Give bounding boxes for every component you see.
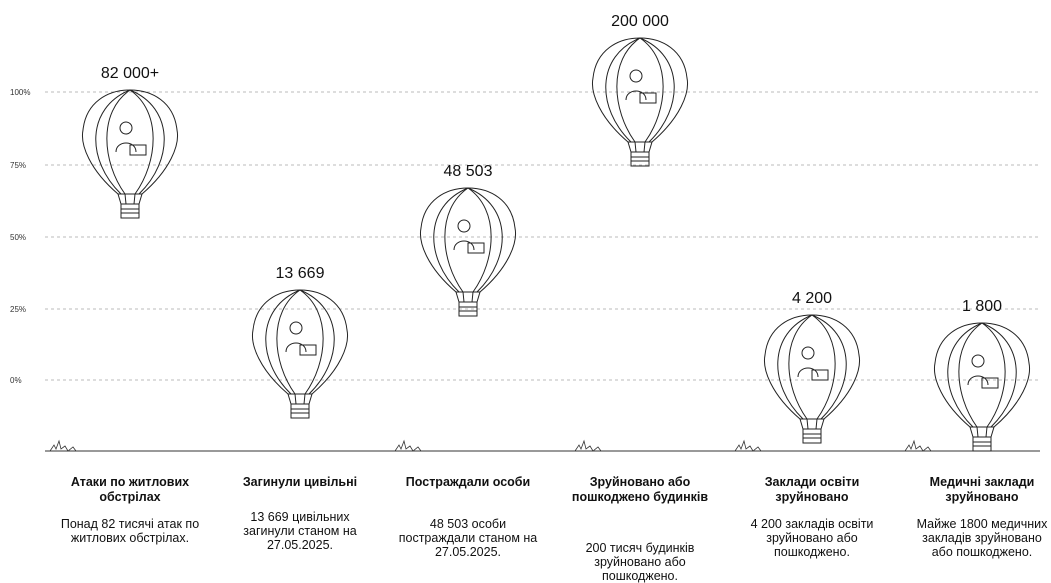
balloon [82,90,177,218]
ropes [118,194,142,204]
item-description: Понад 82 тисячі атак по житлових обстріл… [60,517,200,545]
value-label: 4 200 [792,290,832,307]
item-title: Зруйновано або пошкоджено будинків [565,475,715,505]
basket-lines [291,409,309,413]
icon [120,122,132,134]
gore [789,315,835,419]
gore [445,188,491,292]
balloon [592,38,687,166]
basket [121,204,139,218]
envelope [934,323,1029,427]
basket [803,429,821,443]
tick-label: 0% [10,376,22,385]
tick-label: 100% [10,88,30,97]
ropes [628,142,652,152]
envelope [252,290,347,394]
basket-lines [121,209,139,213]
icon [290,322,302,334]
grass [905,441,931,451]
tick-label: 75% [10,161,26,170]
item-description: 48 503 особи постраждали станом на 27.05… [398,517,538,559]
value-label: 82 000+ [101,65,159,82]
gore [107,90,153,194]
icon [116,143,146,155]
basket [291,404,309,418]
envelope [420,188,515,292]
grass [50,441,76,451]
icon [802,347,814,359]
item-title: Постраждали особи [393,475,543,490]
tick-label: 25% [10,305,26,314]
item-description: Майже 1800 медичних закладів зруйновано … [912,517,1051,559]
ropes [800,419,824,429]
icon [972,355,984,367]
tick-label: 50% [10,233,26,242]
basket-lines [973,442,991,446]
gore [277,290,323,394]
icon [630,70,642,82]
value-label: 48 503 [444,163,493,180]
basket [631,152,649,166]
gore [948,323,1016,427]
basket [973,437,991,451]
gore [434,188,502,292]
ropes [970,427,994,437]
item-title: Загинули цивільні [225,475,375,490]
envelope [764,315,859,419]
ropes [456,292,480,302]
balloon [420,188,515,316]
value-label: 13 669 [276,265,325,282]
grass [395,441,421,451]
gore [266,290,334,394]
envelope [592,38,687,142]
balloon [764,315,859,443]
gore [606,38,674,142]
value-label: 200 000 [611,13,669,30]
ropes [288,394,312,404]
gore [96,90,164,194]
item-title: Медичні заклади зруйновано [907,475,1051,505]
item-description: 200 тисяч будинків зруйновано або пошкод… [570,541,710,583]
value-label: 1 800 [962,298,1002,315]
grass [735,441,761,451]
item-description: 4 200 закладів освіти зруйновано або пош… [742,517,882,559]
icon [626,91,656,103]
icon [458,220,470,232]
basket-lines [631,157,649,161]
page: 100% 75% 50% 25% 0% 82 000+ 13 669 48 503 200 00… [0,0,1051,579]
icon [968,376,998,388]
gore [959,323,1005,427]
item-title: Заклади освіти зруйновано [737,475,887,505]
envelope [82,90,177,194]
balloon [934,323,1029,451]
icon [798,368,828,380]
gore [617,38,663,142]
basket-lines [803,434,821,438]
icon [286,343,316,355]
grass [575,441,601,451]
gore [778,315,846,419]
item-description: 13 669 цивільних загинули станом на 27.0… [230,510,370,552]
item-title: Атаки по житлових обстрілах [55,475,205,505]
icon [454,241,484,253]
